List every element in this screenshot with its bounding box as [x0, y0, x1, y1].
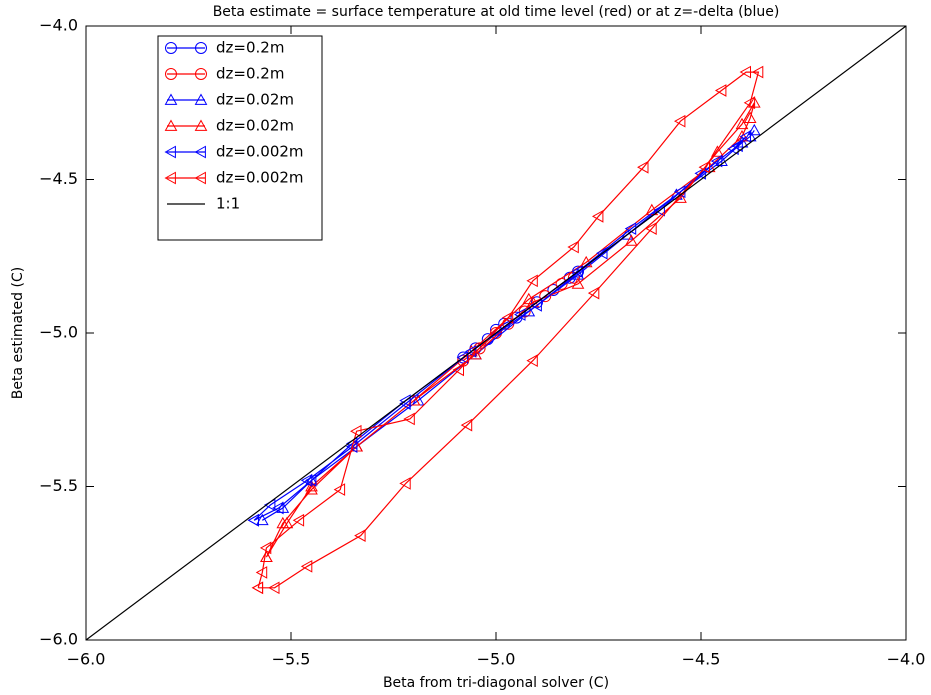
series-line — [253, 136, 747, 521]
marker — [164, 171, 176, 185]
y-tick-label: −4.0 — [39, 16, 78, 35]
marker — [514, 308, 526, 321]
marker — [164, 93, 178, 105]
marker — [452, 363, 464, 377]
marker — [300, 559, 313, 573]
marker — [531, 296, 543, 309]
marker — [165, 42, 177, 54]
marker — [539, 290, 552, 303]
marker — [747, 123, 761, 136]
marker — [624, 234, 638, 246]
marker — [751, 65, 764, 79]
legend-label: dz=0.02m — [216, 117, 294, 135]
series-line — [85, 25, 907, 641]
x-tick-label: −6.0 — [67, 650, 106, 669]
marker — [637, 160, 649, 174]
marker — [305, 483, 318, 495]
marker — [596, 246, 608, 260]
marker — [194, 93, 208, 105]
marker — [164, 145, 176, 159]
marker — [304, 474, 317, 487]
marker — [403, 412, 415, 426]
x-tick-label: −4.0 — [887, 650, 926, 669]
marker — [711, 145, 724, 157]
marker — [194, 119, 208, 131]
x-tick-label: −4.5 — [682, 650, 721, 669]
legend-label: 1:1 — [216, 195, 240, 213]
marker — [501, 311, 514, 324]
marker — [469, 347, 482, 360]
series-line — [257, 71, 760, 589]
y-tick-label: −5.0 — [39, 323, 78, 342]
marker — [739, 130, 751, 143]
marker — [735, 117, 749, 130]
legend-label: dz=0.002m — [216, 143, 304, 161]
marker — [694, 167, 706, 180]
marker — [456, 351, 469, 364]
marker — [571, 277, 585, 289]
chart-title: Beta estimate = surface temperature at o… — [213, 4, 780, 20]
marker — [276, 516, 290, 529]
marker — [354, 529, 366, 542]
x-tick-label: −5.5 — [272, 650, 311, 669]
series-line — [265, 102, 755, 558]
marker — [526, 354, 538, 367]
marker — [653, 203, 665, 217]
marker — [710, 154, 723, 168]
legend-label: dz=0.002m — [216, 169, 304, 187]
marker — [272, 501, 284, 515]
marker — [259, 541, 272, 555]
marker — [195, 68, 207, 80]
marker — [292, 513, 305, 527]
marker — [260, 550, 273, 563]
marker — [731, 139, 743, 153]
marker — [165, 68, 177, 80]
legend: dz=0.2m dz=0.2m dz=0.02m dz=0.02m dz=0.002m d… — [157, 35, 323, 241]
marker — [526, 274, 538, 288]
marker — [333, 483, 346, 496]
marker — [645, 222, 657, 235]
marker — [247, 513, 259, 527]
marker — [743, 96, 756, 110]
marker — [460, 418, 473, 432]
y-tick-label: −6.0 — [39, 630, 78, 649]
marker — [591, 209, 604, 223]
marker — [739, 65, 751, 79]
marker — [571, 265, 583, 278]
x-axis-label: Beta from tri-diagonal solver (C) — [383, 675, 609, 691]
y-tick-label: −5.5 — [39, 476, 78, 495]
marker — [714, 84, 727, 97]
marker — [194, 145, 206, 159]
x-tick-label: −5.0 — [477, 650, 516, 669]
marker — [305, 479, 318, 492]
marker — [743, 111, 757, 123]
marker — [268, 581, 280, 595]
marker — [255, 513, 269, 526]
legend-box — [157, 35, 323, 241]
legend-label: dz=0.02m — [216, 91, 294, 109]
legend-label: dz=0.2m — [216, 65, 284, 83]
marker — [727, 142, 739, 156]
marker — [164, 119, 178, 131]
marker — [300, 474, 313, 487]
legend-label: dz=0.2m — [216, 39, 284, 57]
marker — [399, 477, 411, 490]
marker — [698, 160, 710, 174]
marker — [587, 286, 600, 300]
marker — [673, 114, 686, 128]
marker — [350, 424, 362, 438]
marker — [547, 284, 560, 297]
marker — [195, 42, 207, 54]
marker — [194, 171, 206, 185]
y-axis-label: Beta estimated (C) — [10, 267, 26, 399]
marker — [255, 566, 268, 579]
marker — [567, 240, 579, 254]
marker — [251, 581, 264, 595]
y-tick-label: −4.5 — [39, 169, 78, 188]
